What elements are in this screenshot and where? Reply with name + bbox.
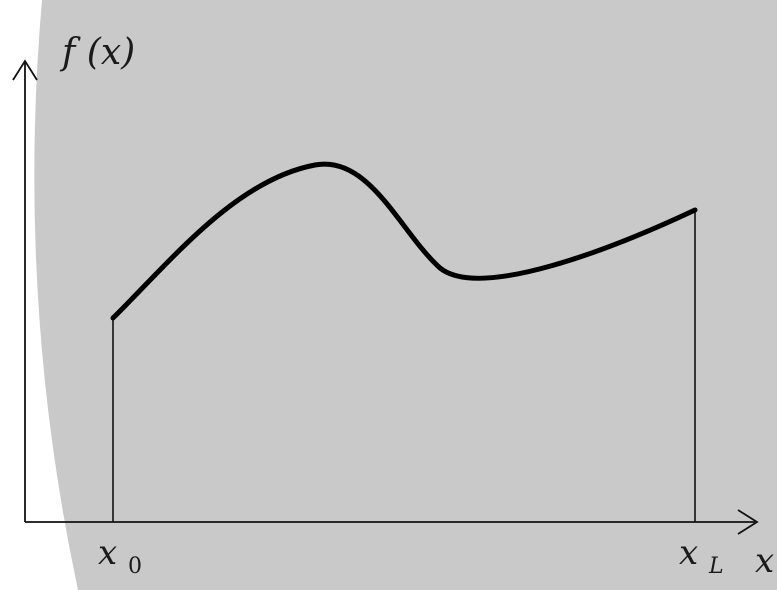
y-axis-label: f (x) bbox=[59, 32, 135, 73]
background-panel bbox=[34, 0, 777, 590]
function-curve bbox=[110, 161, 698, 321]
x-axis-label: x bbox=[755, 541, 774, 581]
right-bound-symbol: x bbox=[679, 533, 698, 573]
x-axis-arrowhead bbox=[737, 509, 759, 535]
left-bound-symbol: x bbox=[98, 533, 117, 573]
left-bound-subscript: 0 bbox=[128, 554, 142, 579]
left-bound-label: x 0 bbox=[98, 533, 142, 579]
right-bound-subscript: L bbox=[708, 554, 724, 579]
y-axis-arrowhead bbox=[12, 59, 38, 81]
right-bound-label: x L bbox=[679, 533, 724, 579]
